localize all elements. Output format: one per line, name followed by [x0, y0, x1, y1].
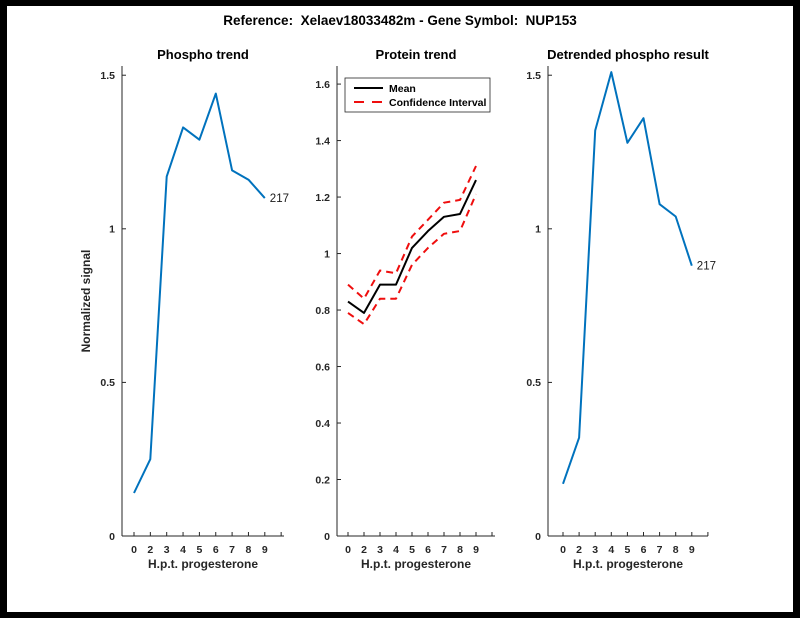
subplot-protein-trend: 00.20.40.60.811.21.41.60 2 3 4 5 6 7 8 9Protein …	[315, 47, 495, 571]
y-tick-label: 0	[324, 531, 330, 543]
x-tick-label: 6	[213, 544, 219, 556]
y-tick-label: 1	[109, 224, 115, 236]
subplot-title: Detrended phospho result	[547, 47, 709, 62]
x-tick-label: 6	[641, 544, 647, 556]
y-tick-label: 1	[324, 248, 330, 260]
y-axis-label: Normalized signal	[79, 250, 93, 353]
x-tick-label: 4	[393, 544, 399, 556]
x-tick-label: 3	[592, 544, 598, 556]
y-tick-label: 1.2	[315, 192, 330, 204]
figure-title: Reference: Xelaev18033482m - Gene Symbol…	[223, 13, 577, 28]
series-line-0	[562, 71, 693, 485]
x-tick-label: 7	[441, 544, 447, 556]
x-tick-label: 7	[657, 544, 663, 556]
subplot-title: Phospho trend	[157, 47, 249, 62]
x-tick-label: 9	[262, 544, 268, 556]
y-tick-label: 0.5	[100, 377, 115, 389]
x-axis-label: H.p.t. progesterone	[573, 557, 683, 571]
y-tick-label: 0	[109, 531, 115, 543]
x-tick-label: 9	[689, 544, 695, 556]
x-tick-label: 5	[409, 544, 415, 556]
x-tick-label: 5	[624, 544, 630, 556]
legend-label-0: Mean	[389, 83, 416, 95]
series-line-0	[347, 179, 477, 314]
series-line-2	[347, 193, 477, 326]
y-tick-label: 0.5	[526, 377, 541, 389]
series-end-label: 217	[270, 193, 289, 205]
x-tick-label: 6	[425, 544, 431, 556]
y-tick-label: 0.4	[315, 418, 330, 430]
subplot-title: Protein trend	[376, 47, 457, 62]
y-tick-label: 0.6	[315, 361, 330, 373]
x-tick-label: 4	[608, 544, 614, 556]
x-tick-label: 5	[196, 544, 202, 556]
x-tick-label: 0	[345, 544, 351, 556]
x-tick-label: 8	[673, 544, 679, 556]
series-line-0	[133, 92, 266, 494]
y-tick-label: 1.4	[315, 135, 330, 147]
x-tick-label: 9	[473, 544, 479, 556]
legend: Mean Confidence Interval	[344, 77, 491, 113]
x-tick-label: 2	[576, 544, 582, 556]
x-tick-label: 2	[147, 544, 153, 556]
y-tick-label: 0	[535, 531, 541, 543]
x-tick-label: 8	[246, 544, 252, 556]
y-tick-label: 1	[535, 224, 541, 236]
series-line-1	[347, 165, 477, 300]
y-tick-label: 0.2	[315, 474, 330, 486]
y-tick-label: 1.5	[100, 70, 115, 82]
x-tick-label: 2	[361, 544, 367, 556]
x-tick-label: 3	[377, 544, 383, 556]
x-tick-label: 3	[164, 544, 170, 556]
y-tick-label: 1.6	[315, 79, 330, 91]
y-tick-label: 1.5	[526, 70, 541, 82]
legend-box	[344, 77, 491, 113]
x-tick-label: 8	[457, 544, 463, 556]
x-tick-label: 4	[180, 544, 186, 556]
x-tick-label: 7	[229, 544, 235, 556]
x-tick-label: 0	[131, 544, 137, 556]
x-axis-label: H.p.t. progesterone	[361, 557, 471, 571]
series-end-label: 217	[697, 261, 716, 273]
y-tick-label: 0.8	[315, 305, 330, 317]
legend-label-1: Confidence Interval	[389, 97, 487, 109]
x-axis-label: H.p.t. progesterone	[148, 557, 258, 571]
x-tick-label: 0	[560, 544, 566, 556]
